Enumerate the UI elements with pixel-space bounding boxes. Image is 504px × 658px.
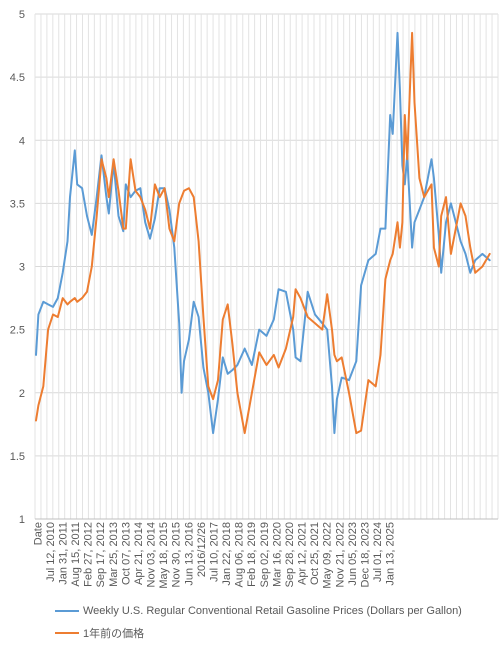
x-tick-label: May 09, 2022 <box>322 522 334 589</box>
x-tick-label: Jul 01, 2024 <box>372 522 384 582</box>
x-tick-label: Jan 31, 2011 <box>58 522 70 585</box>
x-tick-label: Jun 05, 2023 <box>347 522 359 586</box>
x-tick-label: Nov 30, 2015 <box>171 522 183 587</box>
legend-entry-series-2: 1年前の価格 <box>55 622 500 644</box>
y-tick-label: 2.5 <box>10 325 25 337</box>
series-layer <box>35 31 491 435</box>
legend-swatch-series-2 <box>55 632 79 634</box>
x-axis: Date Jul 12, 2010 Jan 31, 2011 Aug 15, 2011… <box>32 522 396 589</box>
x-tick-label: Oct 25, 2021 <box>309 522 321 585</box>
x-tick-label: Mar 16, 2020 <box>271 522 283 587</box>
x-tick-label: Jul 10, 2017 <box>208 522 220 582</box>
y-tick-label: 1.5 <box>10 451 25 463</box>
y-tick-label: 1 <box>19 514 25 526</box>
legend-entry-series-1: Weekly U.S. Regular Conventional Retail … <box>55 600 500 622</box>
x-tick-label: Aug 15, 2011 <box>70 522 82 587</box>
y-tick-label: 4 <box>19 135 25 147</box>
x-tick-label: Sep 02, 2019 <box>259 522 271 587</box>
y-tick-label: 4.5 <box>10 72 25 84</box>
x-tick-label: Mar 25, 2013 <box>108 522 120 587</box>
legend-swatch-series-1 <box>55 610 79 612</box>
legend-label-series-2: 1年前の価格 <box>83 628 145 640</box>
x-tick-label: Feb 18, 2019 <box>246 522 258 587</box>
series-line-2 <box>35 31 491 435</box>
y-tick-label: 5 <box>19 9 25 21</box>
x-tick-label: Feb 27, 2012 <box>83 522 95 587</box>
legend: Weekly U.S. Regular Conventional Retail … <box>55 600 500 644</box>
x-tick-label: Sep 17, 2012 <box>95 522 107 587</box>
x-tick-label: Date <box>32 522 44 545</box>
x-tick-label: Jul 12, 2010 <box>45 522 57 582</box>
y-axis: 1 1.5 2 2.5 3 3.5 4 4.5 5 <box>10 9 25 526</box>
x-tick-label: Aug 06, 2018 <box>234 522 246 587</box>
x-tick-label: May 18, 2015 <box>158 522 170 589</box>
x-tick-label: Apr 12, 2021 <box>297 522 309 585</box>
legend-label-series-1: Weekly U.S. Regular Conventional Retail … <box>83 605 462 617</box>
x-tick-label: Nov 21, 2022 <box>334 522 346 587</box>
grid-layer <box>34 13 499 520</box>
y-tick-label: 2 <box>19 388 25 400</box>
series-line-1 <box>35 31 491 435</box>
x-tick-label: Dec 18, 2023 <box>359 522 371 587</box>
x-tick-label: Sep 28, 2020 <box>284 522 296 587</box>
y-tick-label: 3.5 <box>10 198 25 210</box>
x-tick-label: Jan 13, 2025 <box>385 522 397 586</box>
x-tick-label: Nov 03, 2014 <box>146 522 158 587</box>
x-tick-label: Jan 22, 2018 <box>221 522 233 586</box>
y-tick-label: 3 <box>19 262 25 274</box>
x-tick-label: Jun 13, 2016 <box>183 522 195 586</box>
x-tick-label: Oct 07, 2013 <box>120 522 132 585</box>
x-tick-label: 2016/12/26 <box>196 522 208 577</box>
x-tick-label: Apr 21, 2014 <box>133 522 145 585</box>
